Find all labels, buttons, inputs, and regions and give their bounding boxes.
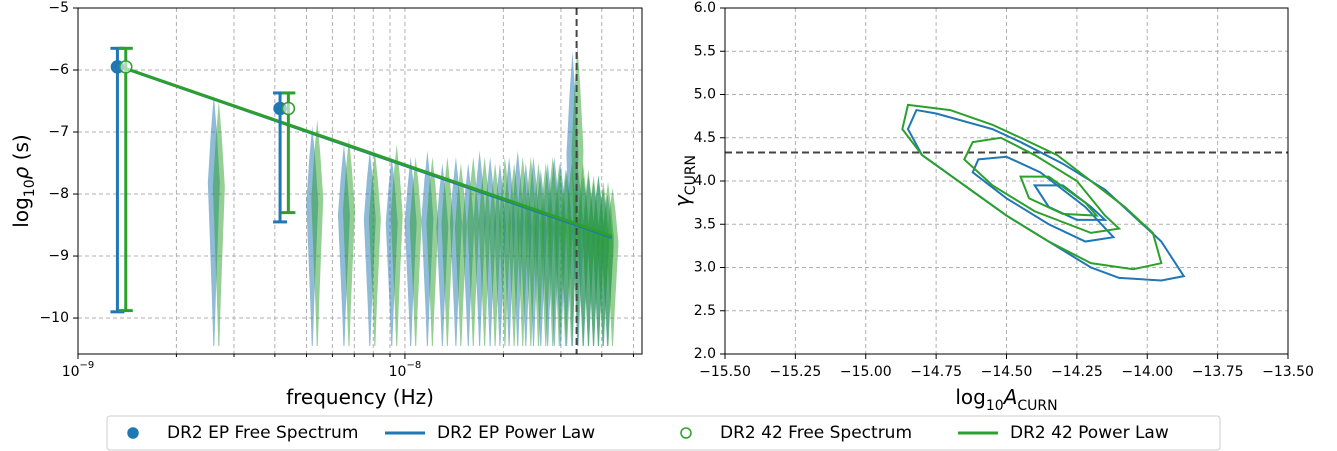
y-tick-label: 6.0 [694,0,716,16]
legend-label: DR2 EP Free Spectrum [167,423,358,443]
label-part: (s) [9,134,33,166]
tick-base: −13.50 [1262,364,1314,380]
contour [901,103,1163,271]
power-law-line [116,64,613,238]
x-tick-label: −14.50 [981,364,1033,380]
violin [441,156,454,346]
legend-label: DR2 42 Free Spectrum [720,423,912,443]
contour [971,155,1116,243]
y-tick-label: −8 [48,186,69,202]
violin [454,163,467,346]
y-tick-label: −7 [48,124,69,140]
tick-base: −15.25 [769,364,821,380]
violin [467,156,480,346]
x-tick-label: −15.25 [769,364,821,380]
legend-label: DR2 42 Power Law [1010,423,1169,443]
violin [498,156,511,346]
x-tick-label: −14.75 [910,364,962,380]
tick-base: −14.75 [910,364,962,380]
axis-label: log10ρ (s) [9,134,39,227]
label-part: γ [670,194,694,207]
label-part: A [1002,385,1018,409]
legend-box [106,415,1221,451]
contour [906,108,1186,282]
tick-base: −14.50 [981,364,1033,380]
label-part: CURN [1017,398,1057,414]
y-tick-label: 2.0 [694,346,716,362]
y-tick-label: −5 [48,0,69,16]
violin [409,156,422,346]
violin [368,150,381,346]
tick-base: −15.50 [699,364,751,380]
x-tick-label: −14.25 [1051,364,1103,380]
axis-label: log10ACURN [955,385,1057,415]
contour [963,136,1122,234]
tick-base: 10 [389,364,407,380]
point [119,60,133,74]
violin [426,156,439,346]
tick-base: 10 [62,364,80,380]
x-tick-label: 10−8 [389,360,422,380]
y-tick-label: 3.5 [694,216,716,232]
tick-exponent: −8 [406,360,421,371]
tick-exponent: −9 [80,360,95,371]
violin [390,144,403,346]
violin [508,163,521,346]
tick-base: −13.75 [1192,364,1244,380]
y-tick-label: 4.0 [694,173,716,189]
y-tick-label: −10 [39,310,69,326]
violin [606,187,619,346]
label-part: 10 [986,398,1004,414]
y-tick-label: 5.0 [694,87,716,103]
error-bar [118,46,133,313]
label-part: CURN [683,155,699,195]
y-tick-label: −6 [48,62,69,78]
contour [1019,175,1099,217]
tick-base: −15.00 [840,364,892,380]
y-tick-label: 2.5 [694,303,716,319]
x-tick-label: −13.50 [1262,364,1314,380]
y-tick-label: −9 [48,248,69,264]
point [281,101,296,116]
tick-base: −14.25 [1051,364,1103,380]
violin [524,156,537,346]
axis-label: frequency (Hz) [286,385,434,409]
label-part: ρ [9,166,33,179]
y-tick-label: 5.5 [694,43,716,59]
axes-frame [77,7,643,355]
label-part: 10 [22,179,38,197]
x-tick-label: −13.75 [1192,364,1244,380]
x-tick-label: −15.00 [840,364,892,380]
legend-marker [127,427,139,439]
violin [311,119,324,346]
tick-base: −14.00 [1121,364,1173,380]
axes-frame [724,7,1289,355]
x-tick-label: −15.50 [699,364,751,380]
legend-marker [680,427,692,439]
violin [478,156,491,346]
label-part: frequency (Hz) [286,385,434,409]
violin [342,138,355,346]
violin [212,101,225,346]
violin [489,163,502,346]
axis-label: γCURN [670,155,700,207]
error-bar [110,46,125,314]
y-tick-label: 4.5 [694,130,716,146]
x-tick-label: 10−9 [62,360,95,380]
legend-label: DR2 EP Power Law [437,423,595,443]
label-part: log [955,385,986,409]
label-part: log [9,197,33,228]
y-tick-label: 3.0 [694,260,716,276]
x-tick-label: −14.00 [1121,364,1173,380]
